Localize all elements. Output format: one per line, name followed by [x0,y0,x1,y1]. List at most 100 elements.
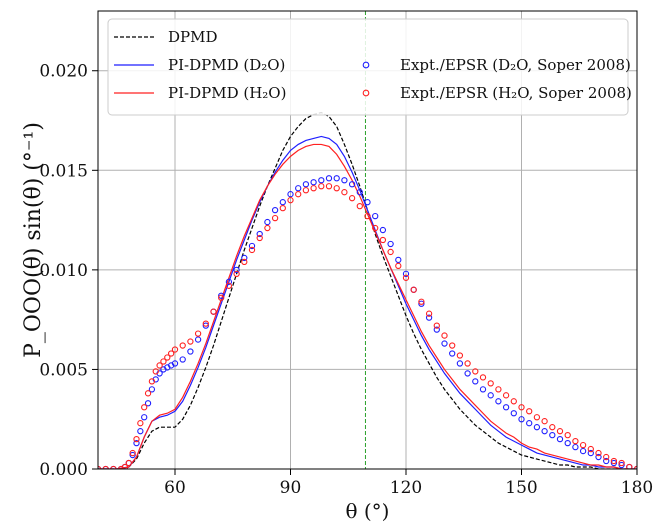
y-tick-label: 0.005 [39,360,88,380]
x-tick-label: 150 [505,478,537,498]
data-point-4 [449,342,456,349]
data-point-3 [372,212,379,220]
data-point-4 [472,368,479,375]
data-point-3 [218,292,225,299]
data-point-4 [425,310,433,317]
data-point-3 [318,177,325,184]
data-point-3 [387,240,394,248]
data-point-3 [287,191,294,198]
legend-swatch-3 [362,61,370,69]
x-tick-label: 180 [621,478,653,498]
data-point-3 [137,428,144,435]
data-point-4 [287,197,294,204]
legend-label-0: DPMD [168,28,218,46]
data-point-4 [479,374,487,381]
data-point-3 [395,256,402,264]
data-point-4 [464,360,471,367]
data-point-3 [325,175,333,182]
data-point-3 [572,443,579,451]
y-tick-label: 0.000 [39,460,88,480]
data-point-4 [318,183,325,190]
data-point-3 [241,254,248,262]
data-point-4 [626,463,633,469]
data-point-4 [129,449,136,457]
data-point-3 [441,340,448,347]
data-point-4 [121,463,129,469]
data-point-4 [141,404,148,411]
legend: DPMD PI-DPMD (D₂O) PI-DPMD (H₂O) Expt./EPSR… [107,18,632,116]
data-point-3 [225,278,233,285]
data-point-3 [248,242,256,250]
data-point-3 [418,300,425,307]
data-point-3 [595,453,602,461]
data-point-3 [449,350,456,357]
data-point-4 [364,212,371,220]
series-line-2 [98,143,637,469]
data-point-3 [502,404,510,411]
data-point-4 [356,202,363,210]
data-point-4 [587,445,594,453]
data-point-4 [456,352,464,359]
data-point-4 [218,294,225,301]
data-point-3 [587,449,594,457]
legend-swatch-4 [362,89,370,97]
series-line-1 [98,135,637,469]
data-point-4 [518,404,525,411]
x-tick-label: 90 [280,478,302,498]
data-point-4 [210,308,217,315]
data-point-3 [302,181,310,188]
data-point-4 [418,298,425,305]
data-point-3 [279,199,286,206]
data-point-3 [256,230,263,238]
legend-label-1: PI-DPMD (D₂O) [168,56,285,74]
data-point-4 [325,183,333,190]
data-point-3 [456,360,464,367]
data-point-3 [187,348,194,355]
data-point-3 [348,181,356,188]
data-point-4 [171,346,179,353]
data-point-4 [618,459,625,467]
data-point-4 [595,449,602,457]
data-point-3 [610,459,618,467]
ticks: 60 90 120 150 180 0.000 0.005 0.010 0.015 0.020 [39,62,653,498]
data-point-4 [395,262,402,270]
data-point-4 [233,270,240,278]
data-point-4 [341,189,348,196]
data-point-4 [160,358,167,365]
data-point-4 [402,274,410,281]
legend-label-4: Expt./EPSR (H₂O, Soper 2008) [400,84,632,102]
data-point-4 [202,320,209,327]
data-point-3 [541,428,548,435]
data-point-3 [194,336,202,343]
data-point-4 [248,246,256,254]
series-line-0 [98,111,637,469]
data-point-3 [271,206,279,214]
data-point-3 [487,392,494,399]
data-point-3 [379,226,387,234]
data-point-4 [410,286,417,293]
data-point-3 [479,386,487,393]
x-tick-label: 60 [164,478,186,498]
data-point-3 [564,439,571,447]
data-point-3 [433,326,440,333]
data-point-3 [341,177,348,184]
data-point-3 [144,400,152,407]
data-point-3 [549,431,556,439]
data-point-3 [133,439,140,447]
data-point-4 [164,354,171,361]
data-point-4 [603,453,610,461]
y-tick-label: 0.015 [39,161,88,181]
data-point-4 [125,459,132,467]
data-point-4 [194,330,202,337]
data-point-3 [141,414,148,421]
data-point-4 [487,380,494,387]
data-point-4 [187,338,194,345]
legend-label-3: Expt./EPSR (D₂O, Soper 2008) [400,56,631,74]
data-point-4 [579,441,587,449]
data-point-3 [556,435,564,443]
data-point-3 [526,420,533,427]
y-tick-label: 0.010 [39,261,88,281]
y-tick-label: 0.020 [39,62,88,82]
data-point-4 [502,392,510,399]
